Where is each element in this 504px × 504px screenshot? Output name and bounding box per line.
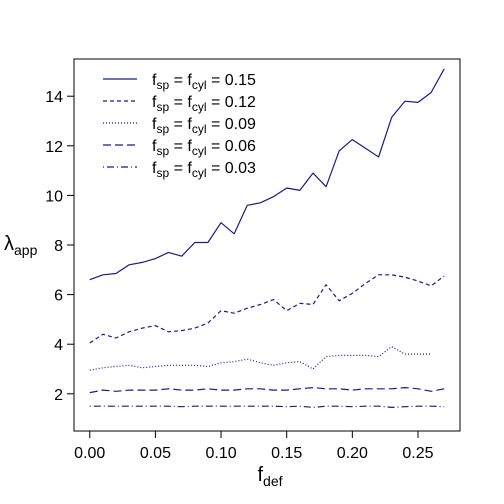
x-tick-label: 0.00 — [74, 445, 105, 462]
x-tick-label: 0.15 — [271, 445, 302, 462]
series-line-3 — [89, 346, 432, 371]
plot-frame — [73, 58, 461, 432]
legend-label-3: fsp = fcyl = 0.09 — [152, 116, 256, 136]
x-tick-label: 0.05 — [140, 445, 171, 462]
y-axis: 2 4 6 8 10 12 14 — [45, 89, 74, 404]
legend-label-2: fsp = fcyl = 0.12 — [152, 94, 256, 114]
legend-label-1: fsp = fcyl = 0.15 — [152, 72, 256, 92]
series-line-5 — [89, 405, 445, 408]
x-axis: 0.00 0.05 0.10 0.15 0.20 0.25 — [74, 431, 434, 462]
x-tick-label: 0.25 — [402, 445, 433, 462]
series-layer — [89, 68, 445, 408]
x-axis-label: fdef — [257, 464, 282, 489]
x-tick-label: 0.10 — [205, 445, 236, 462]
legend-label-4: fsp = fcyl = 0.06 — [152, 138, 256, 158]
y-tick-label: 12 — [45, 139, 63, 156]
y-axis-label-sub: app — [14, 242, 38, 258]
series-line-4 — [89, 387, 445, 394]
y-tick-label: 2 — [54, 387, 63, 404]
series-line-2 — [89, 274, 445, 344]
y-tick-label: 4 — [54, 337, 63, 354]
y-tick-label: 6 — [54, 288, 63, 305]
legend-label-5: fsp = fcyl = 0.03 — [152, 160, 256, 180]
y-tick-label: 8 — [54, 238, 63, 255]
series-line-1 — [89, 68, 445, 281]
y-axis-label: λapp — [4, 233, 38, 258]
y-tick-label: 14 — [45, 89, 63, 106]
y-tick-label: 10 — [45, 188, 63, 205]
x-tick-label: 0.20 — [337, 445, 368, 462]
x-axis-label-sub: def — [263, 473, 283, 489]
